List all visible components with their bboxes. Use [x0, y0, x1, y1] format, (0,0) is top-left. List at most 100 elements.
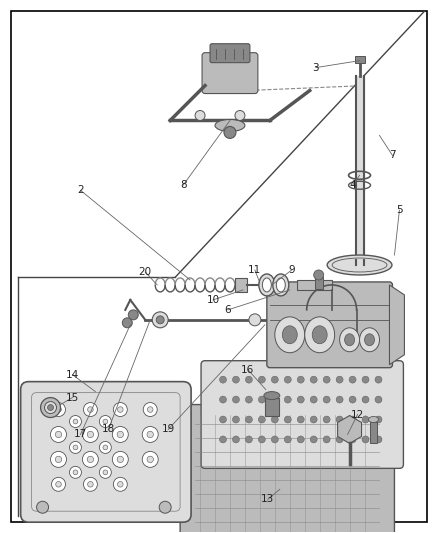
- Circle shape: [297, 416, 304, 423]
- Circle shape: [349, 436, 356, 443]
- Text: 3: 3: [312, 63, 319, 72]
- Circle shape: [349, 376, 356, 383]
- FancyBboxPatch shape: [201, 361, 403, 469]
- Circle shape: [245, 396, 252, 403]
- Circle shape: [271, 396, 278, 403]
- Circle shape: [310, 376, 317, 383]
- Ellipse shape: [55, 456, 62, 463]
- FancyBboxPatch shape: [202, 53, 258, 94]
- Ellipse shape: [82, 451, 99, 467]
- Circle shape: [245, 376, 252, 383]
- Ellipse shape: [360, 328, 379, 352]
- Text: 10: 10: [206, 295, 219, 305]
- Ellipse shape: [275, 317, 305, 353]
- Circle shape: [336, 396, 343, 403]
- Bar: [314, 277, 323, 289]
- Circle shape: [258, 436, 265, 443]
- Ellipse shape: [147, 456, 153, 463]
- Circle shape: [297, 396, 304, 403]
- Circle shape: [271, 436, 278, 443]
- Text: 15: 15: [66, 393, 79, 402]
- Ellipse shape: [99, 416, 111, 427]
- Circle shape: [219, 436, 226, 443]
- Ellipse shape: [83, 402, 97, 416]
- Circle shape: [152, 312, 168, 328]
- Circle shape: [310, 396, 317, 403]
- Ellipse shape: [73, 419, 78, 424]
- Bar: [355, 55, 364, 63]
- Circle shape: [362, 376, 369, 383]
- Ellipse shape: [312, 326, 327, 344]
- Ellipse shape: [117, 456, 124, 463]
- Circle shape: [271, 376, 278, 383]
- Circle shape: [362, 396, 369, 403]
- Ellipse shape: [87, 431, 94, 438]
- Ellipse shape: [273, 274, 289, 296]
- Circle shape: [159, 501, 171, 513]
- Ellipse shape: [103, 419, 108, 424]
- Circle shape: [349, 416, 356, 423]
- Circle shape: [349, 396, 356, 403]
- Circle shape: [375, 436, 382, 443]
- Ellipse shape: [113, 402, 127, 416]
- Ellipse shape: [148, 407, 153, 413]
- Ellipse shape: [143, 402, 157, 416]
- Circle shape: [156, 316, 164, 324]
- FancyBboxPatch shape: [267, 282, 392, 368]
- Ellipse shape: [147, 431, 153, 438]
- Circle shape: [258, 416, 265, 423]
- Circle shape: [195, 110, 205, 120]
- Ellipse shape: [99, 441, 111, 454]
- Circle shape: [336, 416, 343, 423]
- Ellipse shape: [283, 326, 297, 344]
- Text: 13: 13: [261, 494, 275, 504]
- Text: 5: 5: [396, 205, 403, 215]
- Text: 2: 2: [77, 185, 84, 195]
- Bar: [235, 278, 247, 292]
- Circle shape: [233, 436, 240, 443]
- Circle shape: [233, 416, 240, 423]
- Ellipse shape: [117, 407, 123, 413]
- Circle shape: [48, 405, 53, 410]
- Circle shape: [362, 436, 369, 443]
- Circle shape: [336, 436, 343, 443]
- Ellipse shape: [55, 431, 62, 438]
- Circle shape: [323, 376, 330, 383]
- Ellipse shape: [142, 451, 158, 467]
- Circle shape: [233, 376, 240, 383]
- Ellipse shape: [99, 466, 111, 478]
- Ellipse shape: [56, 407, 61, 413]
- Circle shape: [219, 376, 226, 383]
- Ellipse shape: [70, 416, 81, 427]
- Circle shape: [323, 396, 330, 403]
- Circle shape: [122, 318, 132, 328]
- Ellipse shape: [87, 456, 94, 463]
- Text: 8: 8: [180, 180, 187, 190]
- Circle shape: [258, 376, 265, 383]
- Text: 17: 17: [74, 430, 87, 440]
- Text: 20: 20: [139, 267, 152, 277]
- Text: 4: 4: [349, 180, 356, 190]
- Circle shape: [375, 416, 382, 423]
- Ellipse shape: [345, 334, 355, 346]
- Circle shape: [310, 436, 317, 443]
- Ellipse shape: [262, 278, 271, 292]
- Circle shape: [233, 396, 240, 403]
- Ellipse shape: [83, 478, 97, 491]
- Circle shape: [249, 314, 261, 326]
- Polygon shape: [338, 416, 361, 443]
- Ellipse shape: [50, 426, 67, 442]
- Ellipse shape: [364, 334, 374, 346]
- Ellipse shape: [117, 431, 124, 438]
- Ellipse shape: [327, 255, 392, 275]
- Ellipse shape: [73, 470, 78, 475]
- Polygon shape: [389, 285, 404, 365]
- Ellipse shape: [259, 274, 275, 296]
- Ellipse shape: [368, 416, 378, 423]
- Ellipse shape: [70, 466, 81, 478]
- Circle shape: [128, 310, 138, 320]
- Ellipse shape: [73, 445, 78, 450]
- Bar: [297, 280, 332, 290]
- Ellipse shape: [112, 426, 128, 442]
- Text: 11: 11: [248, 265, 261, 275]
